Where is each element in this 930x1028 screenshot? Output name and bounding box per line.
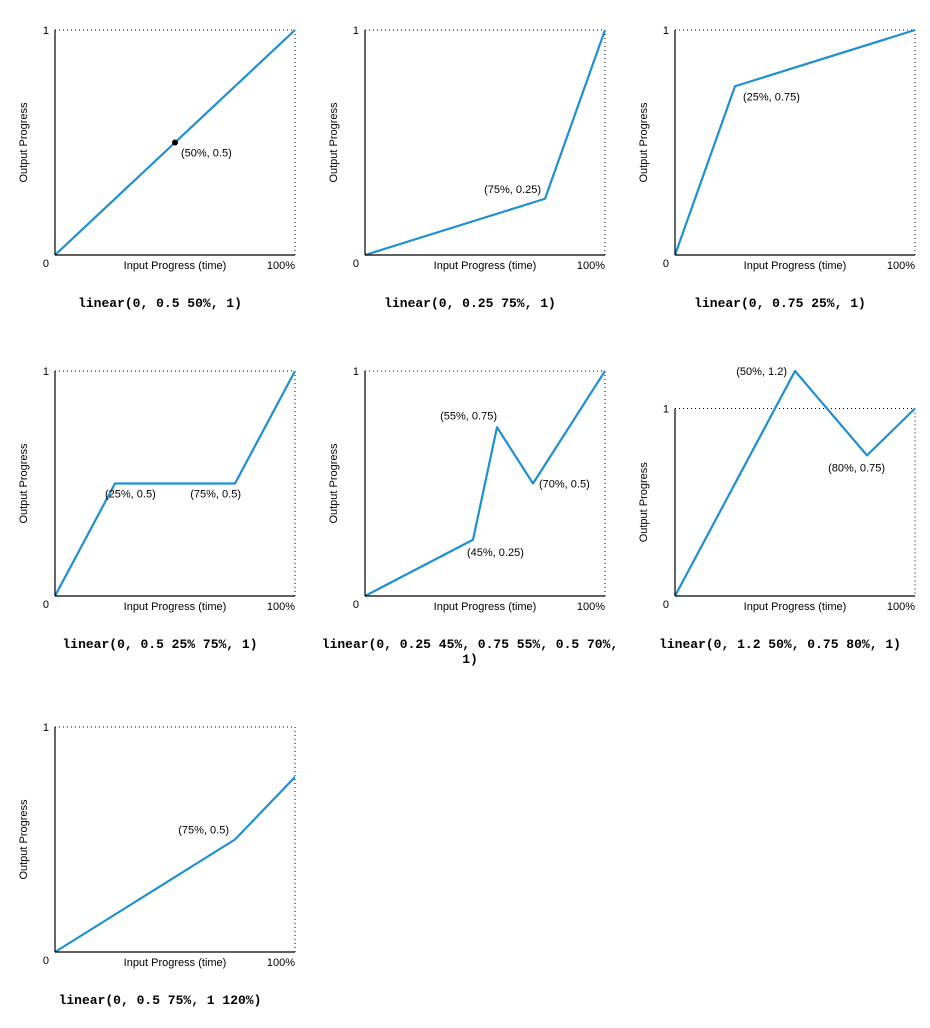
y-axis-label: Output Progress xyxy=(18,799,30,880)
easing-chart: (25%, 0.5) (75%, 0.5) 0 100% 1 Input Progress… xyxy=(10,351,310,631)
easing-chart: (75%, 0.25) 0 100% 1 Input Progress (time) Ou… xyxy=(320,10,620,290)
tick-origin: 0 xyxy=(43,955,49,967)
point-label: (50%, 1.2) xyxy=(736,366,787,378)
easing-line xyxy=(365,30,605,255)
tick-origin: 0 xyxy=(43,599,49,611)
chart-caption: linear(0, 0.5 75%, 1 120%) xyxy=(59,993,262,1008)
easing-chart: (25%, 0.75) 0 100% 1 Input Progress (time) Ou… xyxy=(630,10,930,290)
tick-x-max: 100% xyxy=(887,260,915,272)
tick-y-max: 1 xyxy=(353,25,359,37)
y-axis-label: Output Progress xyxy=(18,102,30,183)
easing-chart: (45%, 0.25) (55%, 0.75) (70%, 0.5) 0 100% 1 In… xyxy=(320,351,620,631)
point-label: (45%, 0.25) xyxy=(467,547,524,559)
point-label: (75%, 0.5) xyxy=(190,489,241,501)
x-axis-label: Input Progress (time) xyxy=(434,260,537,272)
y-axis-label: Output Progress xyxy=(18,443,30,524)
point-label: (50%, 0.5) xyxy=(181,148,232,160)
tick-y-max: 1 xyxy=(663,25,669,37)
tick-x-max: 100% xyxy=(577,601,605,613)
chart-caption: linear(0, 0.5 50%, 1) xyxy=(78,296,242,311)
tick-x-max: 100% xyxy=(267,957,295,969)
y-axis-label: Output Progress xyxy=(328,443,340,524)
point-label: (25%, 0.5) xyxy=(105,489,156,501)
tick-x-max: 100% xyxy=(267,601,295,613)
x-axis-label: Input Progress (time) xyxy=(124,601,227,613)
chart-2: (75%, 0.25) 0 100% 1 Input Progress (time) Ou… xyxy=(320,10,620,311)
charts-grid: (50%, 0.5) 0 100% 1 Input Progress (time) Out… xyxy=(10,10,920,1008)
chart-6: (50%, 1.2) (80%, 0.75) 0 100% 1 Input Progres… xyxy=(630,351,930,667)
chart-4: (25%, 0.5) (75%, 0.5) 0 100% 1 Input Progress… xyxy=(10,351,310,667)
chart-caption: linear(0, 0.25 75%, 1) xyxy=(384,296,556,311)
tick-x-max: 100% xyxy=(887,601,915,613)
tick-origin: 0 xyxy=(353,599,359,611)
chart-caption: linear(0, 0.25 45%, 0.75 55%, 0.5 70%, 1… xyxy=(320,637,620,667)
point-label: (80%, 0.75) xyxy=(828,462,885,474)
point-label: (75%, 0.25) xyxy=(484,184,541,196)
chart-5: (45%, 0.25) (55%, 0.75) (70%, 0.5) 0 100% 1 In… xyxy=(320,351,620,667)
tick-y-max: 1 xyxy=(663,404,669,416)
chart-7: (75%, 0.5) 0 100% 1 Input Progress (time) Out… xyxy=(10,707,310,1008)
tick-origin: 0 xyxy=(663,599,669,611)
tick-y-max: 1 xyxy=(43,366,49,378)
chart-caption: linear(0, 0.75 25%, 1) xyxy=(694,296,866,311)
point-label: (55%, 0.75) xyxy=(440,410,497,422)
tick-y-max: 1 xyxy=(43,722,49,734)
chart-caption: linear(0, 0.5 25% 75%, 1) xyxy=(62,637,257,652)
data-point-marker xyxy=(172,140,178,146)
easing-line xyxy=(675,371,915,596)
easing-chart: (75%, 0.5) 0 100% 1 Input Progress (time) Out… xyxy=(10,707,310,987)
chart-1: (50%, 0.5) 0 100% 1 Input Progress (time) Out… xyxy=(10,10,310,311)
point-label: (70%, 0.5) xyxy=(539,479,590,491)
chart-caption: linear(0, 1.2 50%, 0.75 80%, 1) xyxy=(659,637,901,652)
y-axis-label: Output Progress xyxy=(328,102,340,183)
chart-3: (25%, 0.75) 0 100% 1 Input Progress (time) Ou… xyxy=(630,10,930,311)
tick-y-max: 1 xyxy=(353,366,359,378)
x-axis-label: Input Progress (time) xyxy=(744,601,847,613)
y-axis-label: Output Progress xyxy=(638,102,650,183)
easing-line xyxy=(55,727,310,952)
tick-y-max: 1 xyxy=(43,25,49,37)
tick-x-max: 100% xyxy=(577,260,605,272)
point-label: (25%, 0.75) xyxy=(743,91,800,103)
x-axis-label: Input Progress (time) xyxy=(744,260,847,272)
x-axis-label: Input Progress (time) xyxy=(124,957,227,969)
easing-line xyxy=(675,30,915,255)
tick-origin: 0 xyxy=(43,258,49,270)
point-label: (75%, 0.5) xyxy=(178,825,229,837)
y-axis-label: Output Progress xyxy=(638,462,650,543)
easing-chart: (50%, 0.5) 0 100% 1 Input Progress (time) Out… xyxy=(10,10,310,290)
easing-line xyxy=(55,371,295,596)
x-axis-label: Input Progress (time) xyxy=(124,260,227,272)
tick-x-max: 100% xyxy=(267,260,295,272)
tick-origin: 0 xyxy=(663,258,669,270)
easing-chart: (50%, 1.2) (80%, 0.75) 0 100% 1 Input Progres… xyxy=(630,351,930,631)
x-axis-label: Input Progress (time) xyxy=(434,601,537,613)
tick-origin: 0 xyxy=(353,258,359,270)
